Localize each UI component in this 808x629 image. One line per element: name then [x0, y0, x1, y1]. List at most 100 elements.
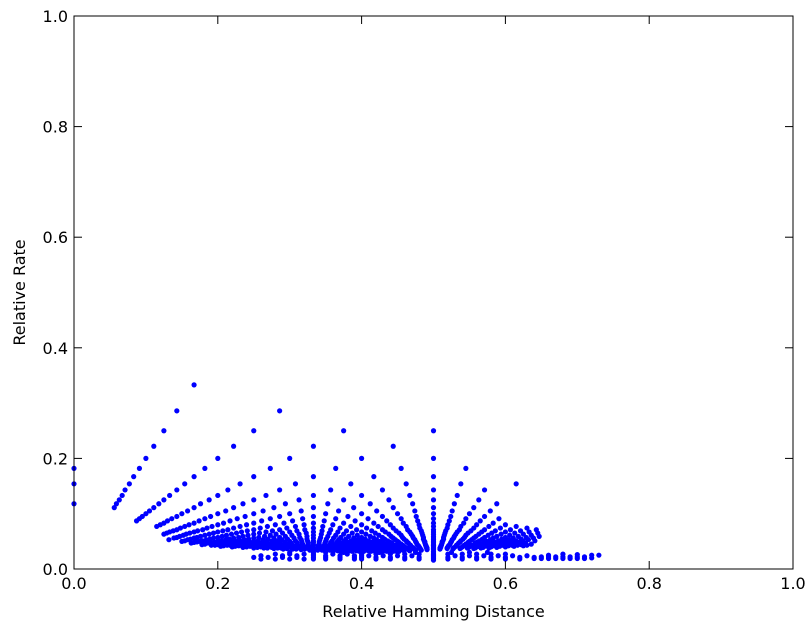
data-point — [409, 553, 415, 559]
data-point — [509, 553, 516, 559]
data-point — [373, 556, 379, 562]
data-point — [464, 545, 470, 551]
data-point — [215, 534, 221, 541]
data-point — [212, 542, 218, 548]
data-point — [231, 505, 237, 511]
data-point — [204, 525, 210, 531]
data-point — [430, 455, 437, 461]
data-point — [271, 545, 277, 552]
data-point — [589, 555, 595, 561]
data-point — [394, 511, 401, 517]
data-point — [220, 528, 226, 534]
data-point — [310, 443, 317, 449]
data-point — [418, 547, 424, 553]
data-point — [300, 516, 306, 522]
data-point — [310, 513, 317, 520]
data-point — [279, 554, 286, 560]
data-point — [263, 529, 269, 535]
data-point — [497, 525, 503, 531]
data-point — [430, 487, 437, 493]
data-point — [310, 556, 317, 562]
data-point — [261, 545, 267, 551]
data-point — [269, 528, 276, 534]
data-point — [407, 548, 413, 554]
data-point — [325, 501, 331, 507]
x-tick-label: 1.0 — [780, 574, 805, 593]
data-point — [341, 497, 347, 503]
data-point — [116, 497, 122, 503]
data-point — [251, 554, 257, 560]
data-point — [310, 525, 317, 531]
data-point — [449, 508, 455, 514]
data-point — [225, 487, 231, 493]
x-tick-label: 0.4 — [349, 574, 374, 593]
data-point — [430, 516, 437, 522]
data-point — [191, 520, 197, 526]
data-point — [477, 518, 483, 524]
data-point — [323, 556, 329, 562]
data-point — [282, 501, 288, 507]
data-point — [161, 531, 167, 537]
data-point — [513, 481, 519, 487]
data-point — [328, 487, 334, 493]
data-point — [538, 555, 544, 562]
data-point — [481, 513, 488, 520]
data-point — [251, 497, 257, 503]
data-point — [143, 455, 149, 461]
data-point — [507, 527, 514, 533]
data-point — [179, 511, 185, 517]
data-point — [191, 529, 197, 535]
y-tick-label: 1.0 — [43, 7, 68, 26]
data-point — [352, 518, 358, 524]
y-tick-label: 0.6 — [43, 228, 68, 247]
data-point — [344, 551, 350, 557]
data-point — [488, 556, 494, 562]
data-point — [402, 556, 408, 562]
data-point — [513, 523, 519, 530]
data-point — [345, 513, 351, 520]
x-tick-label: 0.0 — [61, 574, 86, 593]
x-tick-label: 0.6 — [493, 574, 518, 593]
data-point — [208, 513, 214, 520]
data-point — [567, 555, 573, 562]
data-point — [560, 551, 566, 557]
data-point — [341, 520, 347, 526]
data-point — [490, 520, 496, 526]
data-point — [478, 545, 484, 551]
data-point — [458, 481, 464, 487]
data-point — [531, 555, 537, 562]
data-point — [126, 481, 132, 487]
data-point — [243, 522, 250, 528]
data-point — [351, 556, 358, 562]
data-point — [301, 522, 307, 528]
data-point — [199, 542, 205, 548]
data-point — [430, 497, 437, 503]
x-axis-label: Relative Hamming Distance — [322, 602, 544, 621]
data-point — [219, 533, 225, 539]
data-point — [407, 492, 413, 499]
data-point — [272, 556, 278, 562]
data-point — [359, 511, 365, 517]
data-point — [390, 505, 396, 511]
data-point — [333, 516, 339, 522]
data-point — [251, 545, 257, 551]
data-point — [242, 513, 248, 520]
data-point — [430, 511, 437, 517]
data-point — [234, 516, 240, 522]
data-point — [298, 547, 304, 553]
data-point — [333, 465, 339, 471]
data-point — [292, 523, 299, 530]
data-point — [445, 556, 451, 562]
y-axis-label: Relative Rate — [10, 239, 29, 345]
data-point — [223, 532, 230, 538]
data-point — [223, 508, 229, 514]
data-point — [215, 529, 221, 535]
data-point — [366, 553, 372, 559]
data-point — [301, 556, 307, 562]
plot-frame — [73, 15, 794, 570]
data-point — [267, 465, 273, 471]
data-point — [200, 527, 206, 533]
data-point — [337, 556, 343, 562]
data-point — [267, 532, 273, 538]
data-point — [289, 518, 296, 524]
